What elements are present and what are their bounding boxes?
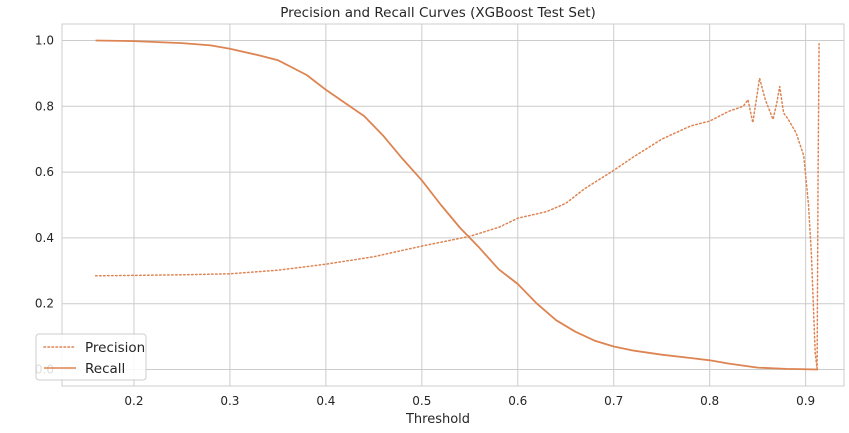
plot-area	[61, 23, 845, 387]
legend-label-recall: Recall	[85, 361, 125, 377]
x-tick-label: 0.2	[124, 394, 143, 408]
x-tick-label: 0.9	[796, 394, 815, 408]
x-axis-title: Threshold	[405, 412, 470, 427]
y-tick-label: 0.4	[35, 231, 54, 245]
chart-title: Precision and Recall Curves (XGBoost Tes…	[280, 5, 596, 21]
series-line-recall	[95, 39, 819, 371]
x-tick-label: 0.5	[412, 394, 431, 408]
x-tick-label: 0.4	[316, 394, 335, 408]
x-tick-label: 0.8	[700, 394, 719, 408]
grid-lines	[62, 24, 844, 386]
y-tick-label: 1.0	[35, 33, 54, 47]
legend: Precision Recall	[35, 333, 147, 381]
series-layer	[94, 39, 820, 371]
legend-label-precision: Precision	[85, 340, 145, 356]
x-tick-label: 0.6	[508, 394, 527, 408]
y-tick-label: 0.2	[35, 297, 54, 311]
x-tick-label: 0.3	[220, 394, 239, 408]
x-tick-label: 0.7	[604, 394, 623, 408]
y-tick-label: 0.6	[35, 165, 54, 179]
y-tick-label: 0.8	[35, 99, 54, 113]
series-line-precision	[94, 42, 820, 370]
